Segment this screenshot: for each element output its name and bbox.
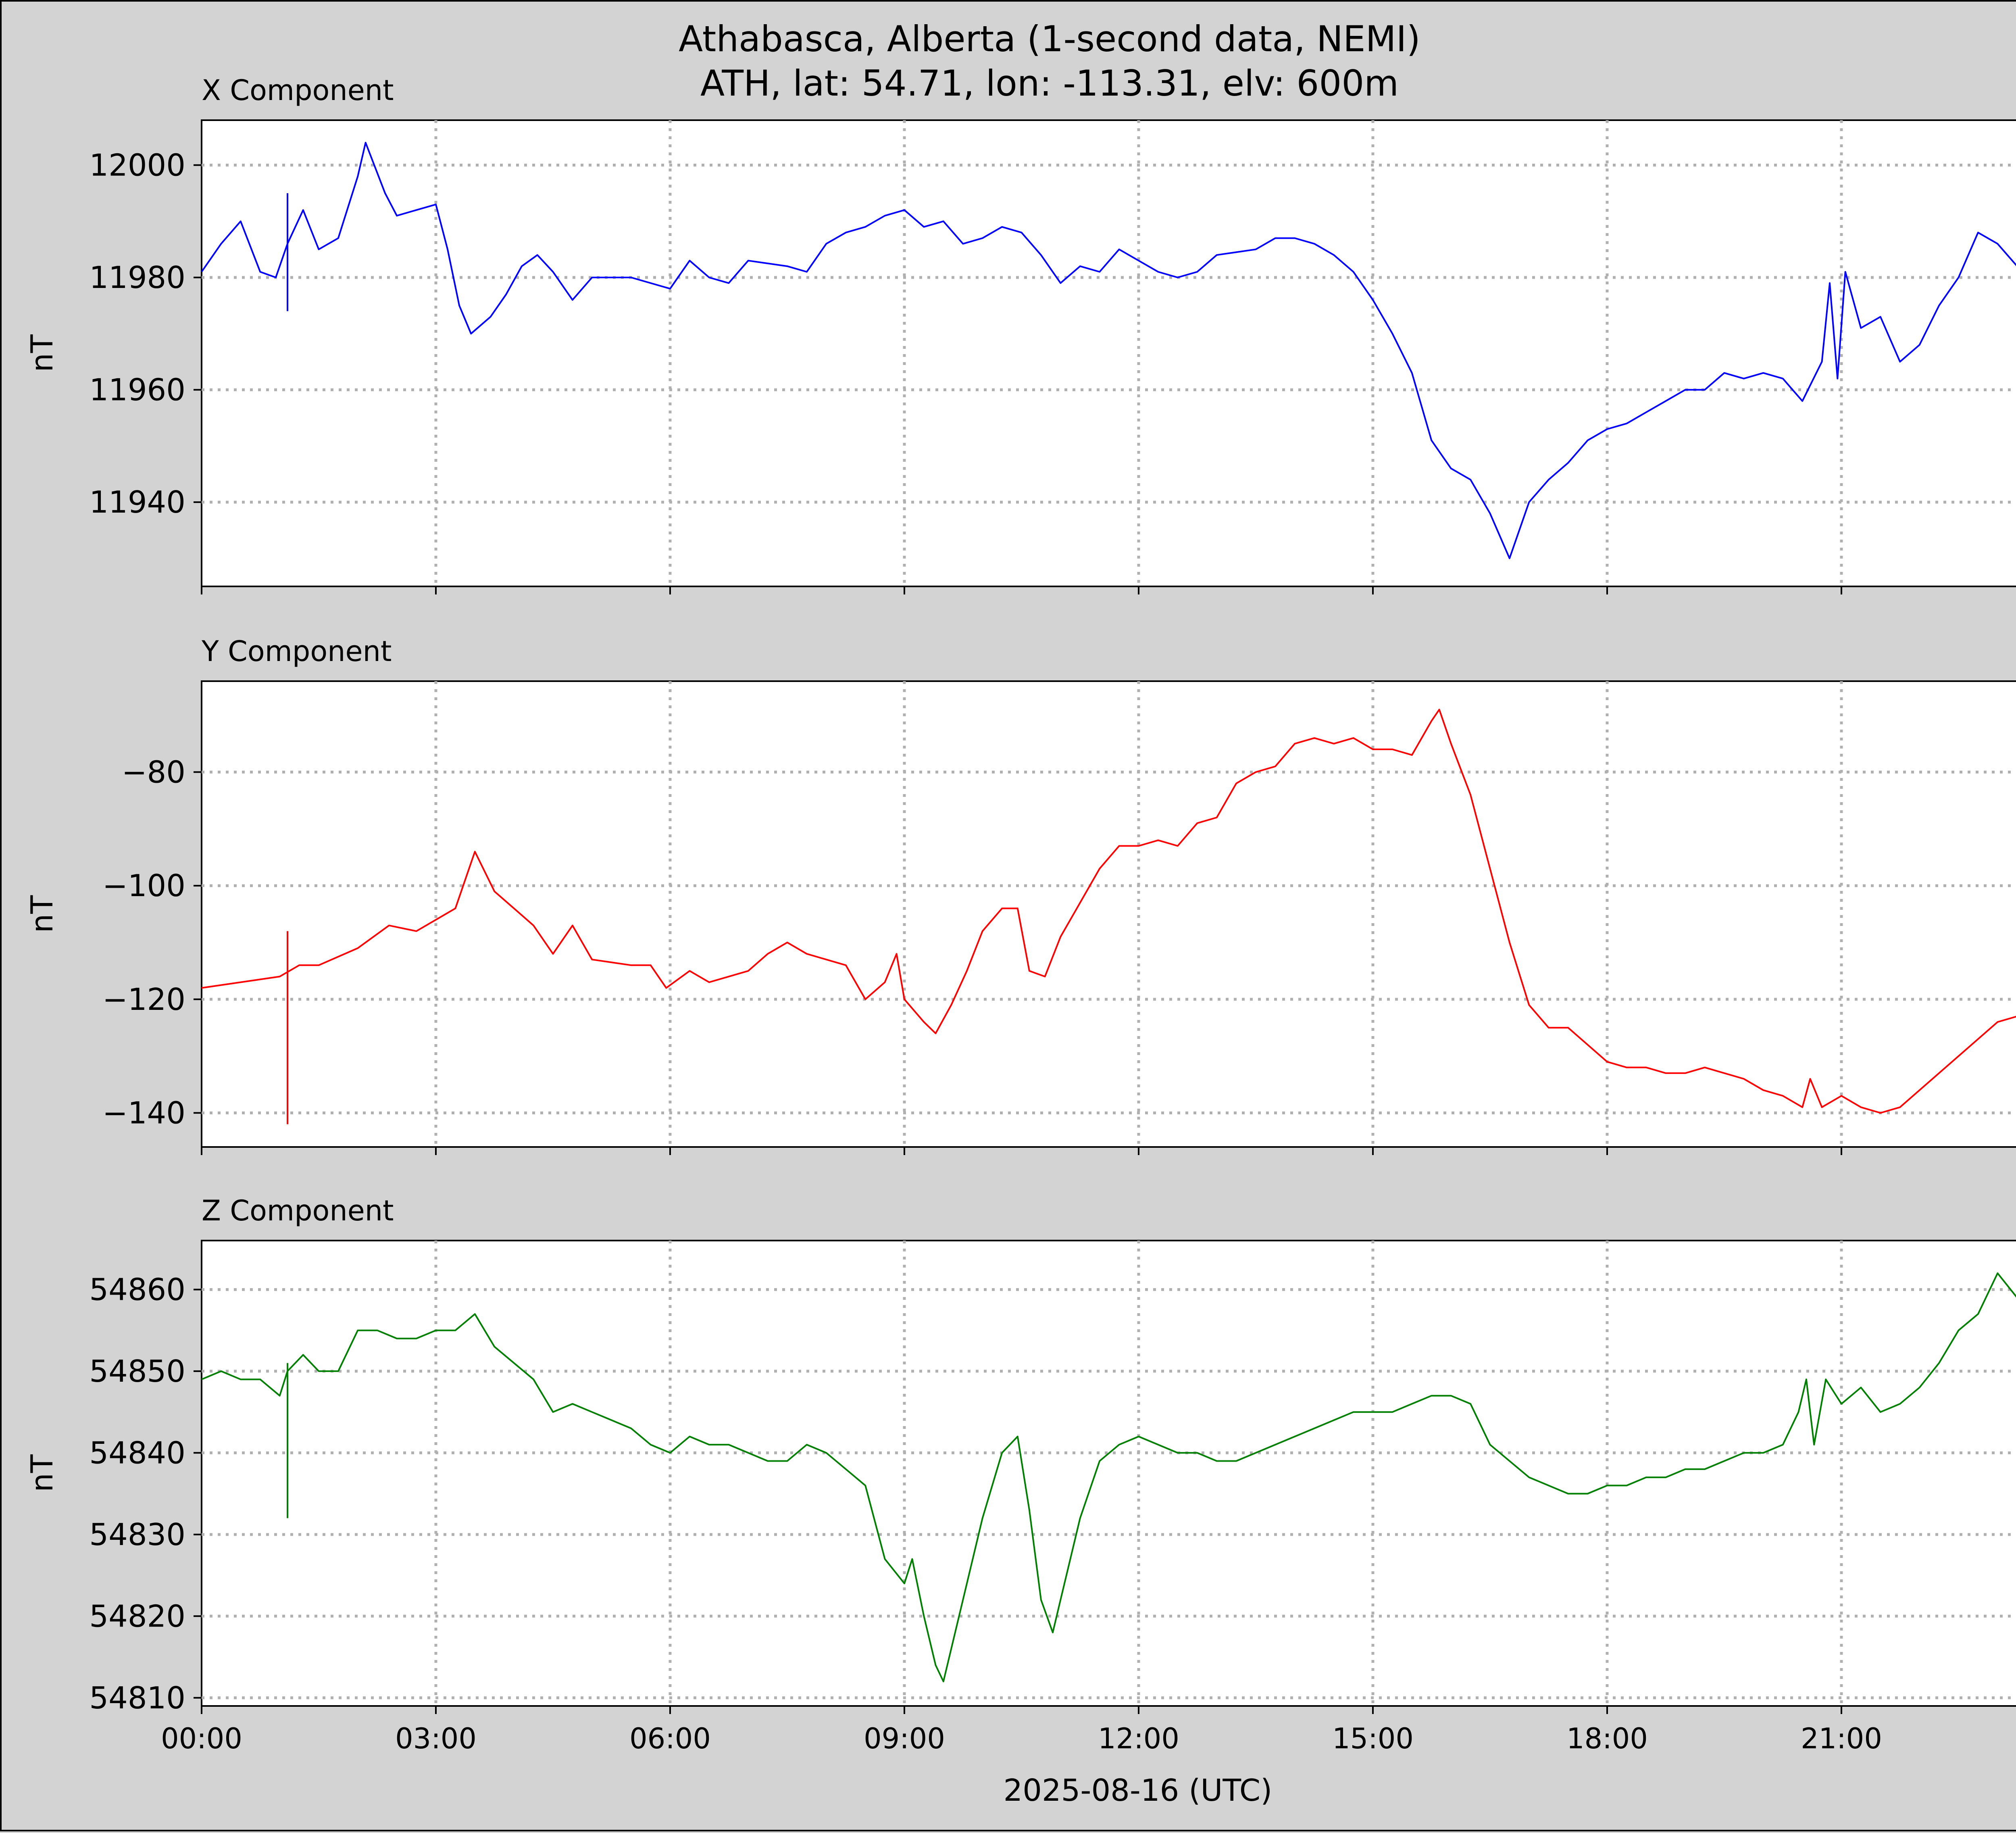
y-tick-label: 54810 [89, 1680, 185, 1716]
plot-area [201, 119, 2016, 587]
y-tick-label: 11940 [89, 484, 185, 520]
x-tick-label: 12:00 [1098, 1722, 1179, 1755]
plot-area [201, 680, 2016, 1148]
y-axis-label: nT [24, 895, 60, 933]
panel-2: −80 −100 −120 −140 Y Component nT [24, 635, 2016, 1155]
y-tick-label: −140 [102, 1095, 185, 1130]
x-tick-label: 03:00 [395, 1722, 477, 1755]
panels-group: 11940 11960 11980 12000 X Component nT −80 −100… [24, 74, 2016, 1755]
y-axis-label: nT [24, 334, 60, 372]
series-line [201, 142, 2016, 559]
panel-title: Y Component [201, 635, 392, 668]
panel-title: Z Component [202, 1194, 394, 1227]
y-tick-label: 12000 [89, 147, 185, 183]
y-tick-label: 54840 [89, 1435, 185, 1470]
plot-area [201, 1240, 2016, 1707]
y-tick-label: −80 [122, 754, 185, 790]
x-tick-label: 06:00 [629, 1722, 711, 1755]
panel-1: 11940 11960 11980 12000 X Component nT [24, 74, 2016, 594]
y-tick-label: 11960 [89, 372, 185, 408]
series-line [201, 1272, 2016, 1683]
x-tick-label: 09:00 [864, 1722, 945, 1755]
x-tick-label: 21:00 [1801, 1722, 1882, 1755]
chart-subtitle: ATH, lat: 54.71, lon: -113.31, elv: 600m [700, 63, 1399, 104]
y-axis-label: nT [24, 1454, 60, 1492]
y-tick-label: 54860 [89, 1272, 185, 1307]
chart-title: Athabasca, Alberta (1-second data, NEMI) [679, 18, 1420, 60]
y-tick-label: 54820 [89, 1598, 185, 1634]
x-tick-label: 18:00 [1566, 1722, 1648, 1755]
panel-title: X Component [202, 74, 394, 107]
y-tick-label: 54830 [89, 1517, 185, 1552]
x-tick-label: 15:00 [1332, 1722, 1414, 1755]
x-tick-label: 00:00 [161, 1722, 242, 1755]
y-tick-label: −120 [102, 982, 185, 1017]
y-tick-label: 54850 [89, 1353, 185, 1389]
panel-3: 00:00 03:00 06:00 09:00 12:00 15:00 18:00 21:00… [24, 1194, 2016, 1755]
x-axis-label: 2025-08-16 (UTC) [1004, 1773, 1272, 1808]
y-tick-label: −100 [102, 868, 185, 903]
y-tick-label: 11980 [89, 260, 185, 295]
series-line [201, 709, 2016, 1114]
